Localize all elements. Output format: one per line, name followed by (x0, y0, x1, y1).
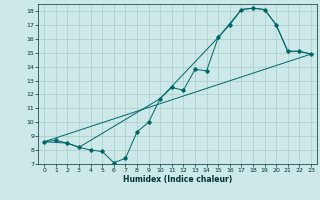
X-axis label: Humidex (Indice chaleur): Humidex (Indice chaleur) (123, 175, 232, 184)
